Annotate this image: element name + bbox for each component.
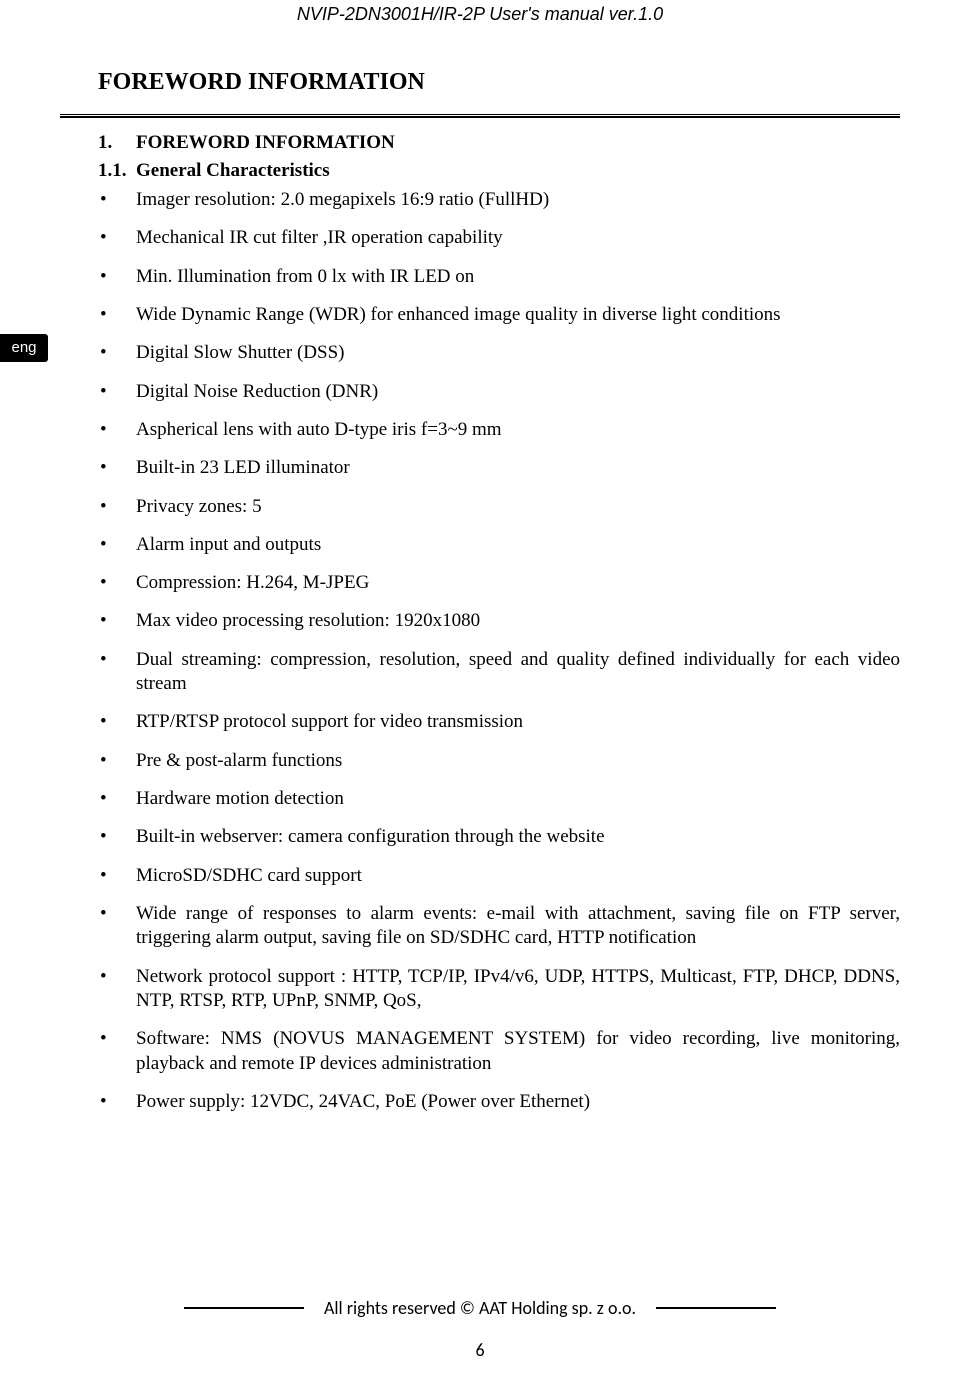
section-title: FOREWORD INFORMATION	[98, 69, 960, 96]
list-item: Wide range of responses to alarm events:…	[98, 902, 900, 951]
list-item: Compression: H.264, M-JPEG	[98, 571, 900, 595]
list-item: Alarm input and outputs	[98, 533, 900, 557]
list-item: Imager resolution: 2.0 megapixels 16:9 r…	[98, 188, 900, 212]
list-item: Digital Slow Shutter (DSS)	[98, 341, 900, 365]
list-item: Pre & post-alarm functions	[98, 749, 900, 773]
heading-level-2: 1.1. General Characteristics	[98, 160, 900, 182]
list-item: Built-in webserver: camera configuration…	[98, 825, 900, 849]
list-item: Max video processing resolution: 1920x10…	[98, 609, 900, 633]
list-item: Software: NMS (NOVUS MANAGEMENT SYSTEM) …	[98, 1027, 900, 1076]
copyright-text: All rights reserved © AAT Holding sp. z …	[324, 1297, 636, 1319]
list-item: Dual streaming: compression, resolution,…	[98, 648, 900, 697]
heading-level-1: 1. FOREWORD INFORMATION	[98, 132, 900, 154]
footer-rule-left	[184, 1307, 304, 1309]
list-item: Digital Noise Reduction (DNR)	[98, 380, 900, 404]
list-item: Min. Illumination from 0 lx with IR LED …	[98, 265, 900, 289]
page-number: 6	[0, 1339, 960, 1361]
footer-rule-right	[656, 1307, 776, 1309]
language-tab: eng	[0, 334, 48, 362]
content-area: 1. FOREWORD INFORMATION 1.1. General Cha…	[98, 132, 900, 1114]
heading-2-number: 1.1.	[98, 160, 136, 182]
page-footer: All rights reserved © AAT Holding sp. z …	[0, 1297, 960, 1361]
list-item: Power supply: 12VDC, 24VAC, PoE (Power o…	[98, 1090, 900, 1114]
horizontal-double-rule	[60, 114, 900, 118]
list-item: Aspherical lens with auto D-type iris f=…	[98, 418, 900, 442]
list-item: Network protocol support : HTTP, TCP/IP,…	[98, 965, 900, 1014]
heading-1-text: FOREWORD INFORMATION	[136, 132, 395, 154]
list-item: Privacy zones: 5	[98, 495, 900, 519]
list-item: RTP/RTSP protocol support for video tran…	[98, 710, 900, 734]
heading-2-text: General Characteristics	[136, 160, 330, 182]
list-item: Hardware motion detection	[98, 787, 900, 811]
list-item: Wide Dynamic Range (WDR) for enhanced im…	[98, 303, 900, 327]
document-header: NVIP-2DN3001H/IR-2P User's manual ver.1.…	[0, 0, 960, 29]
heading-1-number: 1.	[98, 132, 136, 154]
list-item: Mechanical IR cut filter ,IR operation c…	[98, 226, 900, 250]
document-page: NVIP-2DN3001H/IR-2P User's manual ver.1.…	[0, 0, 960, 1391]
bullet-list: Imager resolution: 2.0 megapixels 16:9 r…	[98, 188, 900, 1114]
list-item: Built-in 23 LED illuminator	[98, 456, 900, 480]
list-item: MicroSD/SDHC card support	[98, 864, 900, 888]
footer-line: All rights reserved © AAT Holding sp. z …	[98, 1297, 862, 1319]
document-title: NVIP-2DN3001H/IR-2P User's manual ver.1.…	[297, 4, 663, 24]
